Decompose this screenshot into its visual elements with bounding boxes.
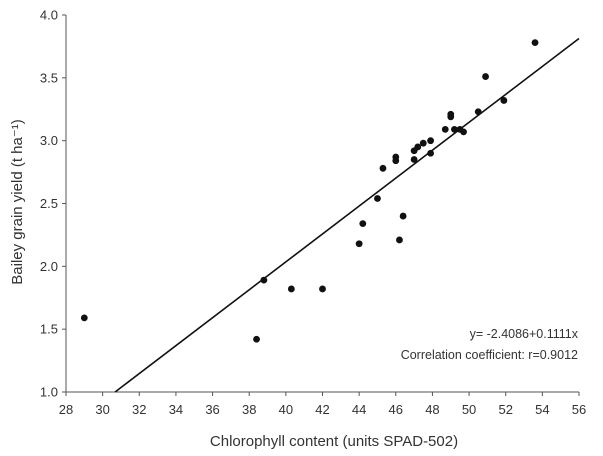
- data-point: [427, 137, 434, 145]
- y-tick-label: 1.0: [40, 385, 58, 400]
- x-tick-label: 36: [205, 402, 219, 417]
- data-point: [419, 139, 427, 147]
- annotation-equation: y= -2.4086+0.1111x: [470, 327, 579, 341]
- y-tick-label: 3.0: [40, 133, 58, 148]
- regression-line: [114, 37, 580, 393]
- data-point: [474, 108, 482, 116]
- y-tick-label: 1.5: [40, 322, 58, 337]
- data-point: [441, 125, 449, 133]
- data-point: [427, 149, 434, 157]
- data-point: [392, 157, 400, 165]
- data-point: [460, 128, 467, 136]
- x-tick-label: 52: [498, 402, 512, 417]
- data-point: [410, 156, 418, 163]
- y-tick-label: 2.5: [40, 196, 58, 211]
- data-point: [482, 73, 489, 80]
- data-point: [396, 236, 403, 244]
- x-tick-label: 38: [242, 402, 256, 417]
- x-tick-label: 28: [59, 402, 73, 417]
- data-point: [287, 285, 295, 293]
- data-point: [374, 195, 381, 202]
- data-point: [447, 110, 455, 118]
- y-ticks: 1.0 1.5 2.0 2.5 3.0 3.5 4.0: [40, 8, 66, 400]
- data-point: [359, 220, 367, 228]
- data-point: [531, 39, 539, 47]
- y-axis-title: Bailey grain yield (t ha⁻¹): [9, 119, 26, 284]
- data-point: [253, 335, 260, 343]
- x-tick-label: 54: [535, 402, 549, 417]
- data-point: [451, 125, 458, 133]
- y-tick-label: 4.0: [40, 8, 58, 23]
- data-point: [500, 97, 508, 104]
- y-tick-label: 2.0: [40, 259, 58, 274]
- annotation-correlation: Correlation coefficient: r=0.9012: [401, 348, 578, 362]
- x-tick-label: 46: [389, 402, 403, 417]
- x-ticks: 28 30 32 34 36 38 40 42 44 46 48 50 52 54 56: [59, 392, 586, 417]
- x-tick-label: 50: [462, 402, 476, 417]
- x-tick-label: 56: [572, 402, 586, 417]
- x-tick-label: 30: [95, 402, 109, 417]
- data-point: [399, 212, 407, 220]
- data-points: [80, 39, 539, 343]
- x-tick-label: 32: [132, 402, 146, 417]
- x-tick-label: 44: [352, 402, 366, 417]
- x-tick-label: 42: [315, 402, 329, 417]
- x-tick-label: 40: [279, 402, 293, 417]
- data-point: [414, 143, 422, 151]
- data-point: [260, 276, 268, 284]
- x-axis-title: Chlorophyll content (units SPAD-502): [210, 433, 458, 450]
- data-point: [355, 240, 363, 248]
- data-point: [80, 314, 88, 322]
- x-tick-label: 48: [425, 402, 439, 417]
- y-tick-label: 3.5: [40, 70, 58, 85]
- data-point: [379, 164, 387, 172]
- x-tick-label: 34: [169, 402, 183, 417]
- data-point: [319, 285, 326, 293]
